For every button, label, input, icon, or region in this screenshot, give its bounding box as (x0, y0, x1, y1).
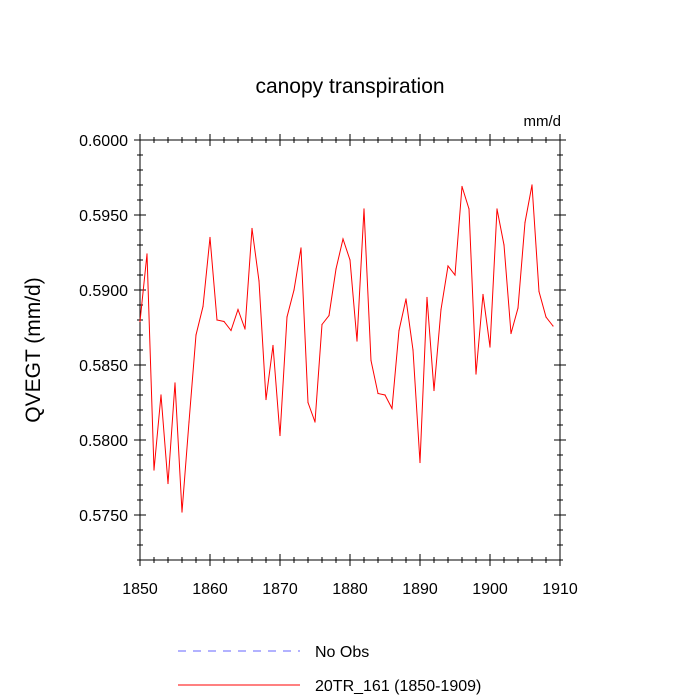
data-point (195, 334, 197, 336)
y-tick-label: 0.5900 (79, 283, 128, 300)
y-tick-label: 0.5750 (79, 508, 128, 525)
data-point (314, 421, 316, 423)
data-point (237, 308, 239, 311)
data-point (342, 238, 344, 240)
legend-label-no-obs: No Obs (315, 644, 369, 661)
data-point (363, 208, 365, 210)
data-point (188, 421, 190, 423)
data-point (433, 389, 435, 392)
data-point (489, 346, 491, 348)
data-point (517, 307, 519, 309)
data-point (475, 373, 477, 375)
data-point (531, 184, 533, 186)
data-point (496, 208, 498, 210)
x-tick-label: 1900 (472, 581, 508, 598)
x-tick-label: 1870 (262, 581, 298, 598)
data-point (258, 280, 260, 282)
data-point (349, 259, 351, 261)
data-point (321, 323, 323, 326)
y-tick-label: 0.6000 (79, 133, 128, 150)
data-point (454, 274, 456, 276)
x-tick-label: 1890 (402, 581, 438, 598)
data-point (482, 293, 484, 296)
data-point (468, 208, 470, 210)
data-point (377, 392, 379, 395)
data-point (545, 316, 547, 318)
data-point (510, 332, 512, 335)
data-point (181, 511, 183, 513)
data-point (412, 349, 414, 351)
x-tick-label: 1860 (192, 581, 228, 598)
data-point (202, 305, 204, 308)
data-point (272, 344, 274, 347)
data-point (139, 320, 141, 323)
data-point (146, 253, 148, 255)
data-point (293, 289, 295, 291)
data-point (552, 325, 554, 327)
data-point (447, 265, 449, 267)
data-point (370, 359, 372, 362)
y-tick-label: 0.5950 (79, 208, 128, 225)
data-point (405, 298, 407, 300)
data-point (216, 319, 218, 321)
data-point (524, 221, 526, 224)
y-tick-label: 0.5850 (79, 358, 128, 375)
data-point (174, 382, 176, 384)
y-axis-label: QVEGT (mm/d) (22, 277, 45, 422)
plot-frame (139, 139, 561, 561)
axis-ticks (134, 134, 566, 566)
data-point (538, 290, 540, 293)
data-point (244, 328, 246, 330)
data-point (153, 469, 155, 471)
data-point (307, 401, 309, 404)
series-line-20tr-161 (139, 184, 554, 513)
data-point (356, 340, 358, 342)
data-point (328, 314, 330, 317)
y-tick-label: 0.5800 (79, 433, 128, 450)
data-point (440, 308, 442, 311)
data-point (391, 407, 393, 410)
data-point (265, 398, 267, 401)
legend: No Obs 20TR_161 (1850-1909) (178, 644, 481, 695)
y-tick-labels: 0.5750 0.5800 0.5850 0.5900 0.5950 0.6000 (79, 133, 128, 525)
x-tick-label: 1880 (332, 581, 368, 598)
x-tick-label: 1910 (542, 581, 578, 598)
x-tick-labels: 1850 1860 1870 1880 1890 1900 1910 (122, 581, 578, 598)
data-point (279, 434, 281, 437)
data-point (398, 329, 400, 332)
data-point (300, 247, 302, 249)
x-tick-label: 1850 (122, 581, 158, 598)
data-point (230, 329, 232, 332)
data-point (503, 244, 505, 246)
units-label: mm/d (524, 113, 562, 130)
data-point (251, 227, 253, 230)
series-points (139, 184, 554, 513)
data-point (286, 316, 288, 318)
data-point (426, 296, 428, 299)
data-point (167, 482, 169, 485)
data-point (384, 394, 386, 396)
data-point (223, 320, 225, 323)
legend-label-20tr-161: 20TR_161 (1850-1909) (315, 678, 481, 695)
data-point (335, 268, 337, 270)
data-point (160, 394, 162, 396)
data-point (209, 236, 211, 239)
chart-title: canopy transpiration (255, 75, 444, 98)
data-point (461, 185, 463, 188)
data-point (419, 461, 421, 464)
